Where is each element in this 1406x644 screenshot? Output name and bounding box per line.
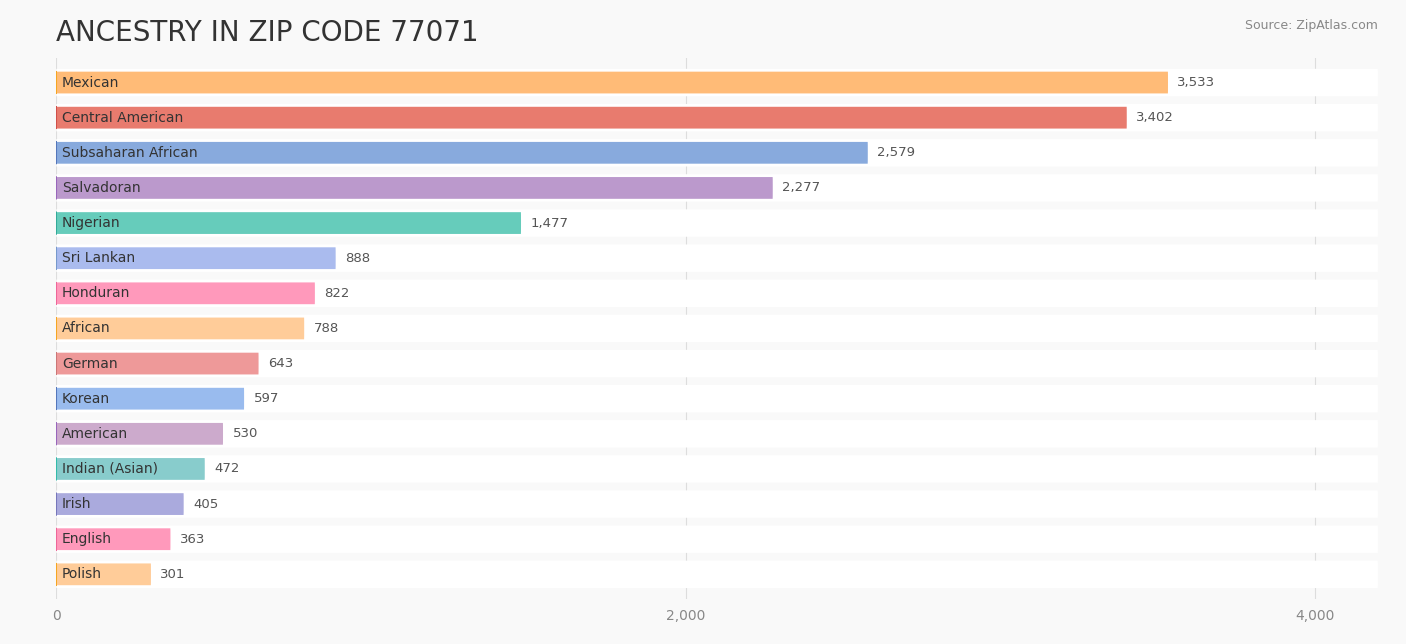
FancyBboxPatch shape — [56, 139, 1378, 167]
Text: German: German — [62, 357, 118, 370]
Text: Salvadoran: Salvadoran — [62, 181, 141, 195]
FancyBboxPatch shape — [56, 177, 773, 199]
FancyBboxPatch shape — [56, 385, 1378, 412]
Text: American: American — [62, 427, 128, 441]
Text: 788: 788 — [314, 322, 339, 335]
FancyBboxPatch shape — [56, 458, 205, 480]
FancyBboxPatch shape — [56, 528, 170, 550]
FancyBboxPatch shape — [56, 212, 522, 234]
FancyBboxPatch shape — [56, 423, 224, 445]
FancyBboxPatch shape — [56, 526, 1378, 553]
Text: 405: 405 — [193, 498, 218, 511]
Text: African: African — [62, 321, 111, 336]
FancyBboxPatch shape — [56, 315, 1378, 342]
Text: 3,533: 3,533 — [1177, 76, 1216, 89]
Text: 2,579: 2,579 — [877, 146, 915, 159]
FancyBboxPatch shape — [56, 175, 1378, 202]
FancyBboxPatch shape — [56, 388, 245, 410]
FancyBboxPatch shape — [56, 353, 259, 374]
FancyBboxPatch shape — [56, 209, 1378, 237]
FancyBboxPatch shape — [56, 71, 1168, 93]
Text: 597: 597 — [253, 392, 278, 405]
Text: 888: 888 — [344, 252, 370, 265]
Text: 363: 363 — [180, 533, 205, 545]
Text: Central American: Central American — [62, 111, 183, 125]
FancyBboxPatch shape — [56, 283, 315, 304]
Text: Source: ZipAtlas.com: Source: ZipAtlas.com — [1244, 19, 1378, 32]
FancyBboxPatch shape — [56, 317, 304, 339]
FancyBboxPatch shape — [56, 420, 1378, 448]
Text: Indian (Asian): Indian (Asian) — [62, 462, 157, 476]
Text: Nigerian: Nigerian — [62, 216, 121, 230]
Text: 472: 472 — [214, 462, 239, 475]
Text: Irish: Irish — [62, 497, 91, 511]
FancyBboxPatch shape — [56, 490, 1378, 518]
FancyBboxPatch shape — [56, 564, 150, 585]
Text: Polish: Polish — [62, 567, 101, 582]
FancyBboxPatch shape — [56, 493, 184, 515]
Text: 2,277: 2,277 — [782, 182, 820, 194]
FancyBboxPatch shape — [56, 561, 1378, 588]
Text: 822: 822 — [325, 287, 350, 300]
Text: ANCESTRY IN ZIP CODE 77071: ANCESTRY IN ZIP CODE 77071 — [56, 19, 479, 47]
Text: Mexican: Mexican — [62, 75, 120, 90]
FancyBboxPatch shape — [56, 104, 1378, 131]
FancyBboxPatch shape — [56, 107, 1126, 129]
Text: English: English — [62, 532, 112, 546]
Text: 643: 643 — [269, 357, 294, 370]
Text: 3,402: 3,402 — [1136, 111, 1174, 124]
Text: Subsaharan African: Subsaharan African — [62, 146, 197, 160]
Text: Honduran: Honduran — [62, 287, 131, 300]
FancyBboxPatch shape — [56, 247, 336, 269]
FancyBboxPatch shape — [56, 279, 1378, 307]
Text: Korean: Korean — [62, 392, 110, 406]
FancyBboxPatch shape — [56, 245, 1378, 272]
FancyBboxPatch shape — [56, 142, 868, 164]
Text: Sri Lankan: Sri Lankan — [62, 251, 135, 265]
FancyBboxPatch shape — [56, 455, 1378, 482]
Text: 301: 301 — [160, 568, 186, 581]
FancyBboxPatch shape — [56, 350, 1378, 377]
FancyBboxPatch shape — [56, 69, 1378, 96]
Text: 530: 530 — [232, 428, 257, 440]
Text: 1,477: 1,477 — [530, 216, 568, 229]
